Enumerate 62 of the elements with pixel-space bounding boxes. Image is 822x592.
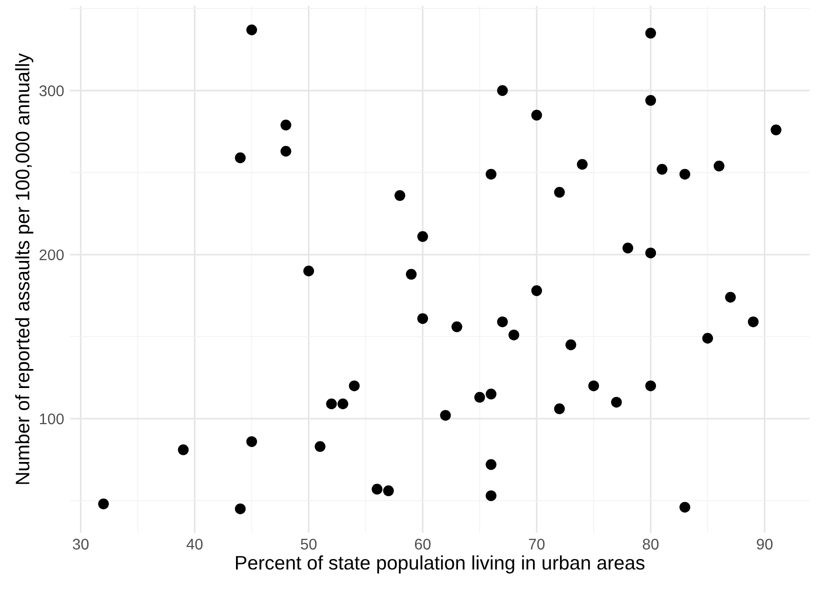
y-tick-label: 300 [39, 85, 64, 96]
point [486, 168, 496, 180]
point [246, 24, 258, 36]
point [246, 436, 258, 447]
point [474, 392, 486, 403]
point [588, 380, 600, 392]
point [622, 242, 634, 254]
point [508, 330, 520, 340]
y-axis-title: Number of reported assaults per 100,000 annually [15, 53, 34, 484]
point [576, 159, 588, 170]
point [497, 316, 508, 328]
x-tick-label: 30 [72, 538, 89, 550]
x-tick-label: 80 [642, 538, 659, 550]
point [486, 490, 496, 502]
point [451, 321, 462, 332]
point [702, 332, 714, 344]
y-tick-label: 100 [40, 414, 64, 424]
x-axis-title: Percent of state population living in urban areas [236, 555, 644, 574]
point [725, 292, 736, 303]
point [645, 28, 656, 39]
point [234, 503, 246, 514]
point [531, 110, 542, 121]
point [394, 190, 406, 201]
x-tick-label: 50 [300, 538, 317, 550]
point [748, 316, 759, 328]
point [440, 410, 451, 421]
point [326, 398, 337, 410]
point [645, 380, 656, 392]
point [565, 339, 576, 350]
point [531, 285, 542, 296]
point [645, 95, 656, 106]
point [554, 403, 565, 414]
point [486, 388, 496, 400]
point [679, 502, 690, 513]
point [383, 485, 394, 496]
y-tick-label: 200 [40, 249, 64, 260]
point [314, 441, 326, 452]
point [348, 380, 360, 392]
point [303, 266, 314, 276]
point [178, 444, 189, 456]
x-tick-label: 70 [528, 538, 545, 550]
x-tick-label: 60 [414, 538, 431, 550]
point [280, 120, 292, 130]
point [554, 186, 565, 198]
point [679, 168, 690, 180]
point [98, 498, 109, 510]
x-tick-label: 40 [186, 538, 203, 550]
point [611, 396, 622, 408]
point [714, 160, 724, 172]
point [656, 164, 668, 175]
point [417, 231, 428, 242]
point [497, 85, 508, 96]
point [770, 124, 782, 136]
point [280, 146, 292, 157]
point [234, 152, 246, 164]
x-tick-label: 90 [756, 538, 773, 550]
point [406, 268, 417, 280]
point [486, 459, 496, 470]
point [417, 313, 428, 324]
point [338, 398, 348, 410]
point [645, 248, 656, 258]
point [372, 484, 382, 495]
